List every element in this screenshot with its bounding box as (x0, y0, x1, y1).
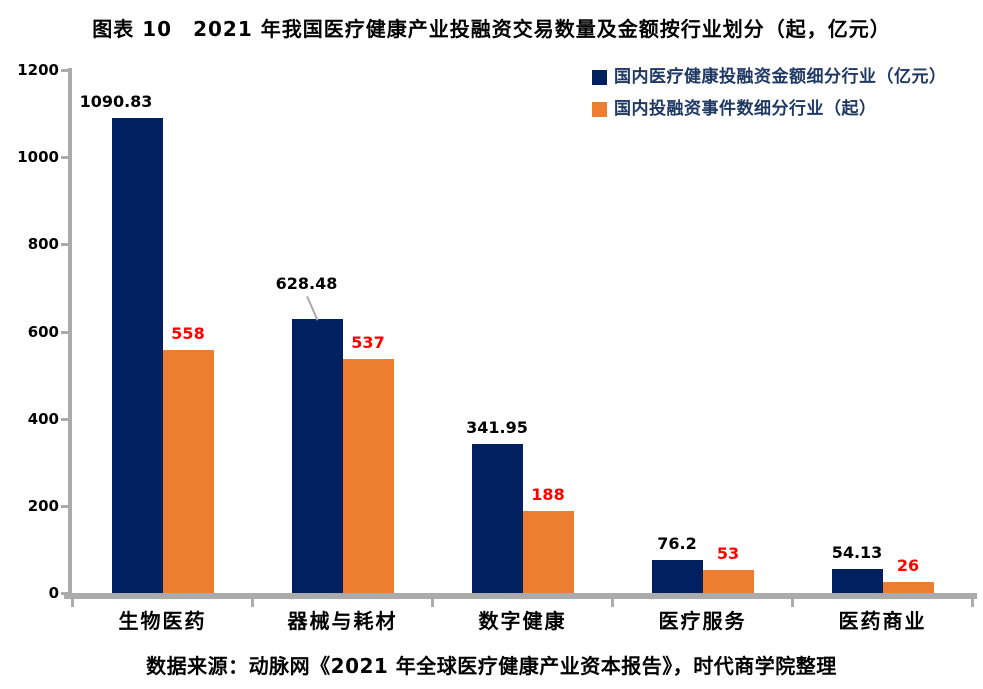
count-bar (702, 569, 754, 593)
y-axis-tick-mark (61, 156, 68, 160)
y-axis-line (68, 68, 72, 593)
amount-value-label: 341.95 (466, 417, 528, 437)
amount-bar (831, 569, 883, 593)
category-label: 数字健康 (478, 609, 567, 633)
legend-swatch-amount (592, 69, 607, 85)
category-label: 医疗服务 (658, 609, 747, 633)
x-axis-line (64, 593, 977, 599)
count-value-label: 188 (531, 485, 565, 505)
count-value-label: 537 (351, 332, 385, 352)
y-axis-tick-label: 600 (27, 322, 59, 341)
y-axis-tick-label: 800 (27, 235, 59, 254)
legend-swatch-count (592, 101, 607, 117)
legend-row: 国内投融资事件数细分行业（起） (592, 98, 947, 120)
amount-value-label: 54.13 (831, 543, 883, 563)
y-axis-tick-label: 400 (27, 409, 59, 428)
count-bar (522, 511, 574, 593)
legend: 国内医疗健康投融资金额细分行业（亿元） 国内投融资事件数细分行业（起） (592, 66, 947, 130)
x-axis-tick-mark (611, 599, 614, 607)
category-label: 生物医药 (118, 609, 207, 633)
category-label: 器械与耗材 (287, 609, 398, 633)
chart-title: 图表 10 2021 年我国医疗健康产业投融资交易数量及金额按行业划分（起，亿元… (92, 17, 891, 41)
x-axis-tick-mark (431, 599, 434, 607)
count-bar (882, 581, 934, 593)
y-axis-tick-label: 1000 (17, 148, 59, 167)
y-axis-tick-mark (61, 69, 68, 72)
y-axis-tick-mark (61, 592, 68, 595)
amount-bar (651, 559, 703, 593)
y-axis-tick-mark (61, 504, 68, 508)
legend-label: 国内投融资事件数细分行业（起） (614, 99, 877, 119)
amount-value-label: 628.48 (275, 274, 338, 294)
count-value-label: 26 (896, 555, 920, 575)
x-axis-tick-mark (791, 599, 794, 607)
category-label: 医药商业 (838, 609, 927, 633)
count-bar (162, 349, 214, 593)
amount-value-label: 1090.83 (79, 91, 153, 111)
y-axis-tick-mark (61, 243, 68, 247)
y-axis-tick-label: 1200 (17, 61, 59, 79)
amount-value-label: 76.2 (657, 533, 697, 553)
x-axis-tick-mark (251, 599, 254, 607)
amount-bar (291, 319, 343, 593)
label-leader-line (305, 296, 318, 321)
y-axis-tick-label: 200 (27, 496, 59, 515)
legend-label: 国内医疗健康投融资金额细分行业（亿元） (614, 67, 947, 87)
x-axis-tick-mark (71, 599, 74, 607)
count-value-label: 558 (171, 323, 205, 343)
y-axis-tick-mark (61, 330, 68, 334)
y-axis-tick-mark (61, 417, 68, 421)
amount-bar (111, 117, 163, 593)
legend-row: 国内医疗健康投融资金额细分行业（亿元） (592, 66, 947, 88)
count-bar (342, 358, 394, 593)
y-axis-tick-label: 0 (48, 584, 59, 602)
count-value-label: 53 (716, 543, 740, 563)
x-axis-tick-mark (971, 599, 974, 607)
source-note: 数据来源：动脉网《2021 年全球医疗健康产业资本报告》，时代商学院整理 (146, 654, 837, 678)
amount-bar (471, 443, 523, 593)
